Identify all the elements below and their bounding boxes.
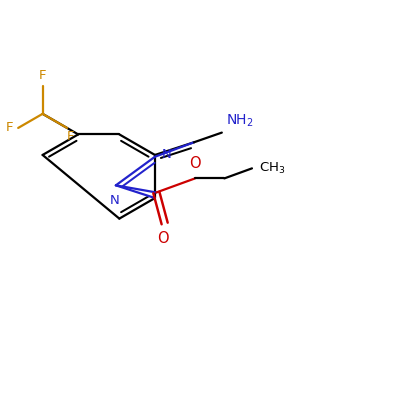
- Text: N: N: [110, 194, 120, 207]
- Text: F: F: [6, 122, 14, 134]
- Text: F: F: [67, 130, 74, 143]
- Text: O: O: [157, 231, 168, 246]
- Text: F: F: [39, 70, 46, 82]
- Text: NH$_2$: NH$_2$: [226, 113, 254, 130]
- Text: O: O: [189, 156, 201, 170]
- Text: CH$_3$: CH$_3$: [259, 161, 286, 176]
- Text: N: N: [162, 148, 171, 161]
